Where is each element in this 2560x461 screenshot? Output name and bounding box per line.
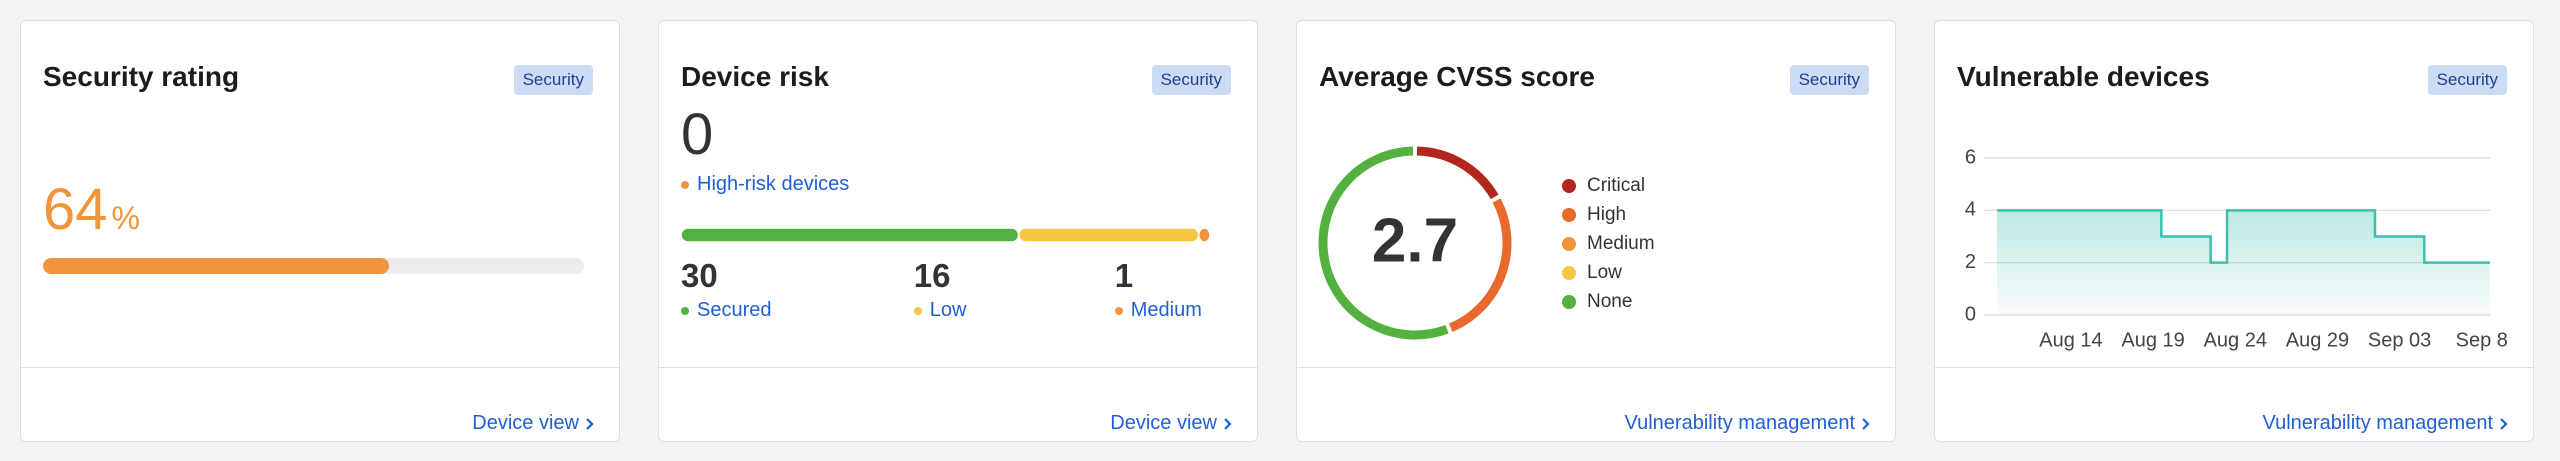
legend-label: Critical <box>1587 175 1645 196</box>
rating-number: 64 <box>43 177 108 242</box>
risk-item-label: Medium <box>1114 299 1202 322</box>
risk-segment <box>1197 227 1210 243</box>
y-tick-label: 4 <box>1965 199 1976 221</box>
y-tick-label: 0 <box>1965 303 1976 325</box>
legend-label: Low <box>1587 262 1622 283</box>
x-tick-label: Sep 8 <box>2456 329 2508 351</box>
divider <box>1297 367 1895 368</box>
link-text[interactable]: Vulnerability management <box>1624 412 1856 434</box>
risk-item-label: Secured <box>681 299 772 322</box>
donut-segment <box>1416 146 1499 200</box>
dot <box>913 306 922 315</box>
chevron <box>1862 417 1870 430</box>
legend-label: High <box>1587 204 1626 225</box>
risk-item-link[interactable]: Medium <box>1130 299 1202 321</box>
risk-item: 16 Low <box>913 257 967 322</box>
x-tick-label: Aug 24 <box>2204 329 2267 351</box>
risk-item-value: 1 <box>1114 257 1134 294</box>
risk-subtitle: High-risk devices <box>681 173 849 196</box>
card-title: Average CVSS score <box>1319 61 1595 92</box>
risk-count: 0 <box>681 102 714 167</box>
rating-unit: % <box>111 200 140 236</box>
y-tick-label: 6 <box>1965 146 1976 168</box>
dot <box>681 306 689 315</box>
risk-item-link[interactable]: Secured <box>697 299 772 321</box>
risk-item: 1 Medium <box>1114 257 1202 322</box>
chevron-shape <box>1224 417 1232 430</box>
legend-dot <box>1562 237 1576 251</box>
legend-dot <box>1562 295 1576 309</box>
footer-link[interactable]: Vulnerability management <box>2263 412 2510 435</box>
dot <box>681 180 689 189</box>
card-title: Security rating <box>43 61 240 92</box>
card-title: Device risk <box>681 61 829 92</box>
divider <box>1935 367 2533 368</box>
x-tick-label: Aug 29 <box>2286 329 2349 351</box>
risk-item-label: Low <box>913 299 967 322</box>
legend-dot <box>1562 208 1576 222</box>
card: Device risk Security Device view 0 High-risk… <box>658 20 1258 442</box>
risk-item-value: 16 <box>913 257 951 294</box>
badge: Security <box>2427 65 2507 95</box>
chevron <box>586 417 594 430</box>
chevron-shape <box>586 417 594 430</box>
risk-item-link[interactable]: Low <box>929 299 967 321</box>
risk-bar <box>681 227 1210 243</box>
chevron <box>2500 417 2508 430</box>
risk-link[interactable]: High-risk devices <box>697 173 850 195</box>
badge: Security <box>1151 65 1231 95</box>
risk-item-value: 30 <box>681 257 718 294</box>
cvss-chart: Critical High Medium Low None 2.7 <box>1318 146 1655 340</box>
x-tick-label: Aug 19 <box>2121 329 2184 351</box>
chevron-shape <box>1862 417 1870 430</box>
rating-bar <box>43 258 390 274</box>
x-tick-label: Aug 14 <box>2039 329 2102 351</box>
link-text[interactable]: Device view <box>1110 412 1217 434</box>
legend-dot <box>1562 266 1576 280</box>
divider <box>659 367 1257 368</box>
risk-item: 30 Secured <box>681 257 772 322</box>
footer-link[interactable]: Vulnerability management <box>1625 412 1872 435</box>
footer-link[interactable]: Device view <box>1110 412 1233 435</box>
card-title: Vulnerable devices <box>1957 61 2210 92</box>
card: Average CVSS score Security Vulnerability … <box>1296 20 1896 442</box>
rating-track <box>43 258 584 274</box>
risk-segment <box>1017 227 1200 243</box>
line <box>1997 209 2490 264</box>
badge: Security <box>513 65 593 95</box>
cvss-score: 2.7 <box>1372 206 1458 275</box>
badge: Security <box>1789 65 1869 95</box>
legend-label: None <box>1587 291 1632 312</box>
risk-segment <box>681 227 1020 243</box>
donut-segment <box>1318 146 1449 340</box>
chevron-shape <box>2500 417 2508 430</box>
link-text[interactable]: Device view <box>472 412 579 434</box>
x-tick-label: Sep 03 <box>2368 329 2431 351</box>
donut-segment <box>1448 198 1512 332</box>
divider <box>21 367 619 368</box>
area <box>1997 210 2490 315</box>
card: Security rating Security Device view 64% <box>20 20 620 442</box>
y-tick-label: 2 <box>1965 251 1976 273</box>
vuln-chart: 0 2 4 6 Aug 14 Aug 19 Aug 24 Aug 29 Sep 03 Sep 8 <box>1965 146 2508 351</box>
rating-value: 64% <box>43 176 140 243</box>
dot <box>1114 306 1123 315</box>
legend-label: Medium <box>1587 233 1655 254</box>
footer-link[interactable]: Device view <box>472 412 595 435</box>
chevron <box>1224 417 1232 430</box>
card: Vulnerable devices Security Vulnerability … <box>1934 20 2534 442</box>
legend-dot <box>1562 179 1576 193</box>
link-text[interactable]: Vulnerability management <box>2262 412 2494 434</box>
